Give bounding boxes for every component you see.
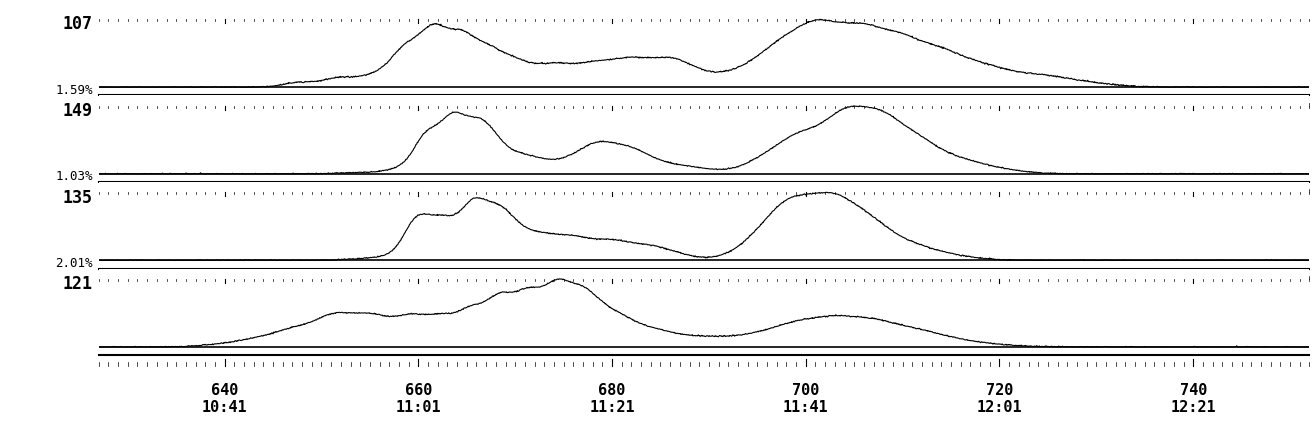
Text: 10:41: 10:41 — [201, 400, 247, 415]
Text: 11:01: 11:01 — [396, 400, 441, 415]
Text: 149: 149 — [63, 102, 92, 120]
Text: 11:21: 11:21 — [590, 400, 634, 415]
Text: 1.03%: 1.03% — [55, 170, 92, 183]
Text: 1.59%: 1.59% — [55, 84, 92, 97]
Text: 740: 740 — [1179, 383, 1207, 398]
Text: 680: 680 — [599, 383, 625, 398]
Text: 11:41: 11:41 — [783, 400, 829, 415]
Text: 107: 107 — [63, 16, 92, 33]
Text: 640: 640 — [211, 383, 238, 398]
Text: 12:21: 12:21 — [1170, 400, 1216, 415]
Text: 660: 660 — [404, 383, 432, 398]
Text: 720: 720 — [986, 383, 1013, 398]
Text: 12:01: 12:01 — [976, 400, 1023, 415]
Text: 700: 700 — [792, 383, 820, 398]
Text: 2.01%: 2.01% — [55, 257, 92, 270]
Text: 121: 121 — [63, 275, 92, 293]
Text: 135: 135 — [63, 189, 92, 206]
